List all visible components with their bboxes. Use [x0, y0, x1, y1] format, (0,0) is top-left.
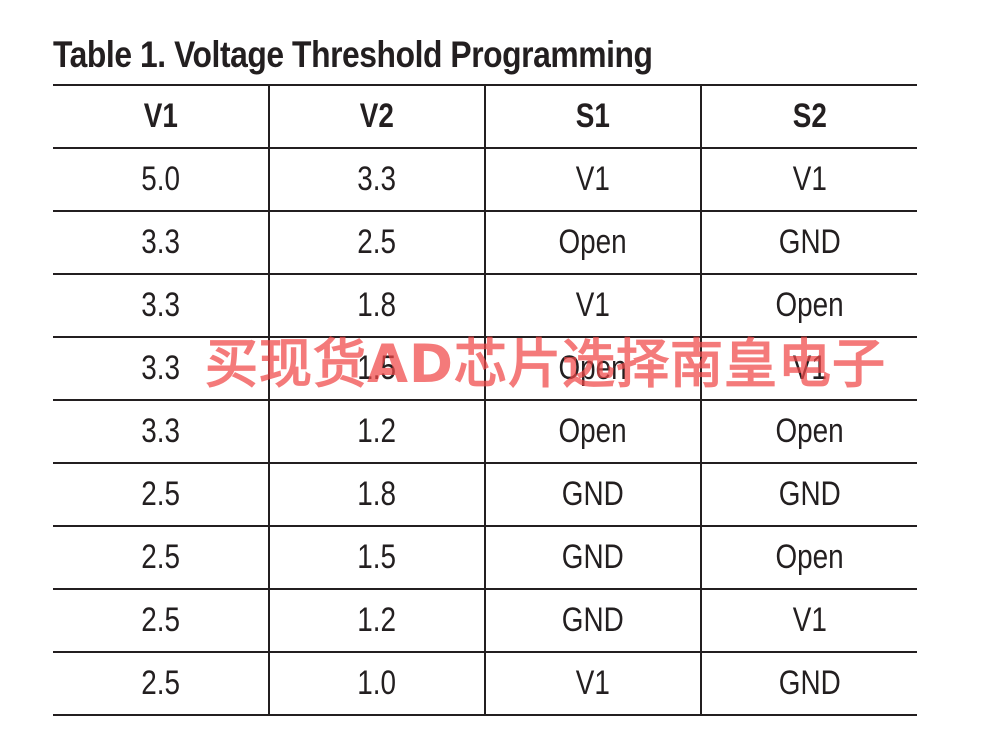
- table-row: 2.5 1.0 V1 GND: [53, 652, 917, 716]
- cell-v2: 1.0: [268, 652, 486, 716]
- table-row: 2.5 1.5 GND Open: [53, 526, 917, 590]
- cell-value: GND: [778, 475, 841, 513]
- cell-value: 2.5: [141, 475, 180, 513]
- table-row: 2.5 1.2 GND V1: [53, 589, 917, 653]
- table-header: V1 V2 S1 S2: [53, 84, 917, 149]
- table-row: 3.3 1.8 V1 Open: [53, 274, 917, 338]
- cell-value: Open: [558, 349, 628, 387]
- cell-value: V1: [792, 601, 827, 639]
- cell-s2: Open: [700, 274, 917, 338]
- cell-s1: GND: [484, 589, 702, 653]
- cell-v1: 2.5: [53, 652, 270, 716]
- cell-value: Open: [558, 223, 628, 261]
- cell-value: Open: [775, 538, 844, 576]
- cell-v2: 1.2: [268, 400, 486, 464]
- cell-s1: V1: [484, 148, 702, 212]
- cell-v1: 2.5: [53, 526, 270, 590]
- cell-value: 1.5: [357, 349, 397, 387]
- cell-value: V1: [792, 349, 827, 387]
- cell-value: Open: [775, 412, 844, 450]
- cell-value: 2.5: [141, 601, 180, 639]
- cell-v1: 2.5: [53, 463, 270, 527]
- cell-s1: Open: [484, 337, 702, 401]
- cell-value: V1: [575, 664, 611, 702]
- cell-value: Open: [775, 286, 844, 324]
- header-cell-v1: V1: [53, 84, 270, 149]
- cell-v2: 3.3: [268, 148, 486, 212]
- cell-s2: Open: [700, 526, 917, 590]
- cell-v2: 1.5: [268, 526, 486, 590]
- cell-s2: V1: [700, 337, 917, 401]
- cell-s2: V1: [700, 148, 917, 212]
- cell-v1: 3.3: [53, 274, 270, 338]
- cell-value: GND: [778, 223, 841, 261]
- table-row: 3.3 1.5 Open V1: [53, 337, 917, 401]
- cell-s2: GND: [700, 211, 917, 275]
- table-row: 3.3 1.2 Open Open: [53, 400, 917, 464]
- header-cell-s2: S2: [700, 84, 917, 149]
- cell-value: 3.3: [141, 349, 180, 387]
- cell-v2: 1.8: [268, 463, 486, 527]
- header-label: S2: [792, 97, 827, 135]
- table-row: 2.5 1.8 GND GND: [53, 463, 917, 527]
- cell-value: 3.3: [141, 223, 180, 261]
- header-cell-v2: V2: [268, 84, 486, 149]
- cell-s2: GND: [700, 463, 917, 527]
- cell-value: 1.2: [357, 601, 397, 639]
- cell-s1: GND: [484, 463, 702, 527]
- cell-value: 1.8: [357, 286, 397, 324]
- cell-value: 1.5: [357, 538, 397, 576]
- cell-value: 3.3: [357, 160, 397, 198]
- cell-v1: 5.0: [53, 148, 270, 212]
- cell-value: V1: [575, 286, 611, 324]
- cell-v1: 3.3: [53, 211, 270, 275]
- cell-v2: 1.8: [268, 274, 486, 338]
- header-label: S1: [575, 97, 611, 135]
- cell-v2: 1.5: [268, 337, 486, 401]
- cell-s1: V1: [484, 274, 702, 338]
- cell-value: 1.0: [357, 664, 397, 702]
- cell-value: GND: [778, 664, 841, 702]
- header-label: V1: [143, 97, 178, 135]
- voltage-threshold-table: V1 V2 S1 S2 5.0 3.3 V1 V1 3.3 2.5 Open G…: [53, 84, 917, 716]
- cell-value: 2.5: [357, 223, 397, 261]
- cell-value: GND: [562, 475, 624, 513]
- cell-value: 1.8: [357, 475, 397, 513]
- cell-value: 1.2: [357, 412, 397, 450]
- cell-value: GND: [562, 601, 624, 639]
- table-row: 5.0 3.3 V1 V1: [53, 148, 917, 212]
- cell-value: V1: [575, 160, 611, 198]
- cell-s2: V1: [700, 589, 917, 653]
- cell-value: V1: [792, 160, 827, 198]
- table-row: 3.3 2.5 Open GND: [53, 211, 917, 275]
- header-row: V1 V2 S1 S2: [53, 84, 917, 149]
- table-title: Table 1. Voltage Threshold Programming: [53, 34, 653, 75]
- cell-s2: Open: [700, 400, 917, 464]
- cell-v2: 2.5: [268, 211, 486, 275]
- cell-value: 2.5: [141, 664, 180, 702]
- cell-s1: GND: [484, 526, 702, 590]
- header-label: V2: [359, 97, 395, 135]
- cell-value: 2.5: [141, 538, 180, 576]
- cell-value: 3.3: [141, 412, 180, 450]
- table-body: 5.0 3.3 V1 V1 3.3 2.5 Open GND 3.3 1.8 V…: [53, 148, 917, 716]
- cell-s2: GND: [700, 652, 917, 716]
- cell-value: 3.3: [141, 286, 180, 324]
- cell-value: 5.0: [141, 160, 180, 198]
- cell-v1: 3.3: [53, 337, 270, 401]
- cell-s1: Open: [484, 400, 702, 464]
- cell-value: Open: [558, 412, 628, 450]
- cell-v1: 2.5: [53, 589, 270, 653]
- header-cell-s1: S1: [484, 84, 702, 149]
- cell-v1: 3.3: [53, 400, 270, 464]
- cell-s1: V1: [484, 652, 702, 716]
- cell-v2: 1.2: [268, 589, 486, 653]
- cell-s1: Open: [484, 211, 702, 275]
- cell-value: GND: [562, 538, 624, 576]
